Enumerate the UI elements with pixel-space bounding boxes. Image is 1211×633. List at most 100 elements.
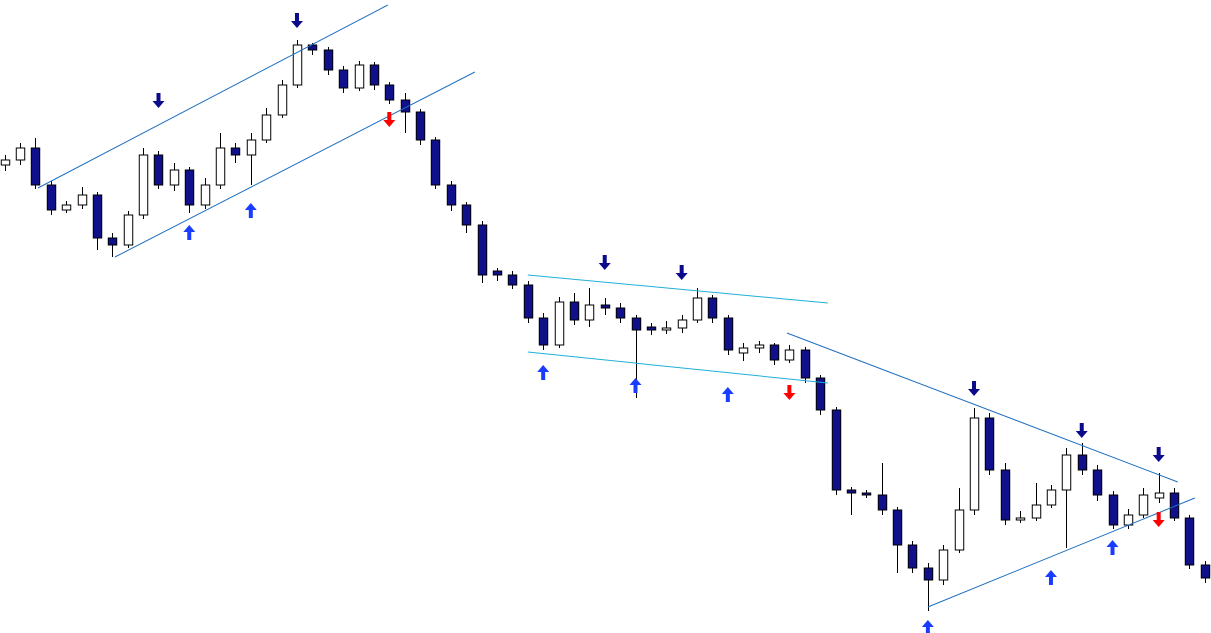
signal-arrow <box>629 378 642 393</box>
candle-body <box>1077 454 1088 471</box>
candle-body <box>569 301 580 321</box>
signal-arrow <box>675 265 688 280</box>
candle-body <box>523 284 534 319</box>
candle-body <box>492 270 503 276</box>
candle-body <box>1138 494 1149 516</box>
signal-arrow <box>152 93 165 108</box>
candle-body <box>61 204 72 211</box>
signal-arrow <box>921 620 934 633</box>
candle-body <box>754 344 765 349</box>
signal-arrow <box>1152 447 1165 462</box>
candle-body <box>107 237 118 246</box>
signal-arrow <box>244 203 257 218</box>
signal-arrow <box>968 381 981 396</box>
candle-body <box>230 147 241 156</box>
candle-body <box>169 169 180 186</box>
trend-line <box>37 4 388 189</box>
candle-body <box>369 64 380 86</box>
candle-body <box>784 349 795 361</box>
candle-body <box>1200 564 1211 579</box>
signal-arrow <box>537 365 550 380</box>
candle-body <box>938 549 949 581</box>
candle-body <box>15 147 26 161</box>
signal-arrow <box>290 13 303 28</box>
candle-body <box>477 224 488 276</box>
candle-body <box>138 154 149 216</box>
signal-arrow <box>183 225 196 240</box>
signal-arrow <box>383 112 396 127</box>
candle-body <box>215 147 226 186</box>
candle-body <box>461 204 472 226</box>
candle-body <box>707 297 718 319</box>
candle-body <box>631 317 642 331</box>
signal-arrow <box>783 385 796 400</box>
candle-body <box>507 274 518 286</box>
candle-body <box>907 544 918 569</box>
candle-body <box>1184 517 1195 566</box>
signal-arrow <box>1106 540 1119 555</box>
candle-body <box>123 214 134 246</box>
candle-body <box>307 44 318 51</box>
trend-line <box>786 332 1178 483</box>
candle-body <box>30 147 41 186</box>
candle-body <box>446 184 457 206</box>
candle-body <box>46 184 57 211</box>
candle-body <box>1092 469 1103 496</box>
candle-body <box>153 154 164 186</box>
candle-body <box>769 344 780 361</box>
candle-body <box>892 509 903 546</box>
candle-body <box>384 84 395 101</box>
candle-body <box>1000 469 1011 521</box>
candle-body <box>984 417 995 471</box>
candle-body <box>1154 492 1165 499</box>
signal-arrow <box>1044 570 1057 585</box>
candle-body <box>430 139 441 186</box>
candle-body <box>0 159 11 166</box>
trend-line <box>927 497 1196 608</box>
signal-arrow <box>721 387 734 402</box>
candle-body <box>77 194 88 206</box>
signal-arrow <box>598 255 611 270</box>
candle-body <box>200 184 211 206</box>
candle-body <box>415 111 426 141</box>
trend-line <box>527 351 828 384</box>
candle-body <box>246 139 257 156</box>
trend-line <box>527 274 828 304</box>
candle-body <box>1108 494 1119 526</box>
candle-body <box>738 347 749 354</box>
candle-body <box>877 494 888 511</box>
candle-body <box>923 567 934 581</box>
candle-body <box>184 169 195 206</box>
candle-body <box>1061 454 1072 491</box>
candle-body <box>600 304 611 309</box>
candle-body <box>1169 492 1180 519</box>
trend-line <box>114 71 476 258</box>
candle-body <box>969 417 980 511</box>
candle-body <box>692 297 703 321</box>
candle-body <box>292 44 303 86</box>
candle-body <box>261 114 272 141</box>
candle-body <box>584 304 595 321</box>
candle-body <box>646 326 657 331</box>
candle-body <box>1031 504 1042 519</box>
candle-body <box>338 69 349 89</box>
candle-body <box>831 409 842 491</box>
candle-body <box>323 49 334 71</box>
candle-body <box>677 319 688 329</box>
candle-body <box>277 84 288 116</box>
candle-body <box>92 194 103 239</box>
candle-body <box>723 317 734 351</box>
candle-body <box>954 509 965 551</box>
candle-body <box>861 492 872 496</box>
candle-body <box>661 327 672 331</box>
candle-body <box>846 489 857 494</box>
candle-body <box>615 307 626 319</box>
candle-body <box>538 317 549 346</box>
candle-body <box>354 64 365 89</box>
candle-body <box>800 349 811 379</box>
signal-arrow <box>1152 512 1165 527</box>
candle-body <box>815 377 826 411</box>
candle-body <box>554 301 565 346</box>
candle-body <box>1015 517 1026 521</box>
